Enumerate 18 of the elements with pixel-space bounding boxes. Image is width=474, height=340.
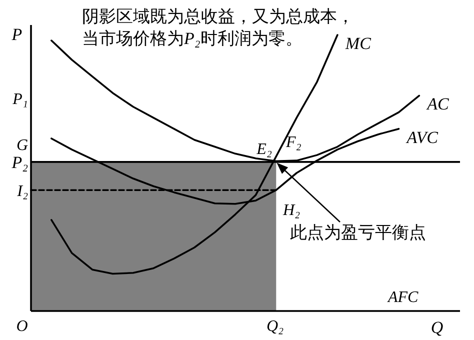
chart-subtitle: 当市场价格为P₂时利润为零。 [82, 29, 302, 48]
series-label: AC [426, 94, 450, 114]
chart-title: 阴影区域既为总收益，又为总成本， [82, 7, 354, 26]
text: G [16, 137, 28, 154]
series-label: MC [344, 34, 372, 53]
series-label: AVC [406, 128, 439, 147]
annotation: F₂ [285, 134, 302, 151]
y-axis-title: P [10, 25, 22, 44]
annotation: 此点为盈亏平衡点 [290, 223, 426, 242]
annotation: H₂ [282, 202, 301, 219]
annotation: AFC [387, 289, 419, 306]
ref-line-label: P₂ [10, 152, 28, 172]
text: P₁ [12, 91, 28, 108]
text: Q₂ [266, 318, 284, 335]
text: O [16, 318, 28, 335]
x-axis-title: Q [430, 318, 444, 337]
text: I₂ [16, 183, 28, 200]
annotation: E₂ [256, 141, 272, 158]
